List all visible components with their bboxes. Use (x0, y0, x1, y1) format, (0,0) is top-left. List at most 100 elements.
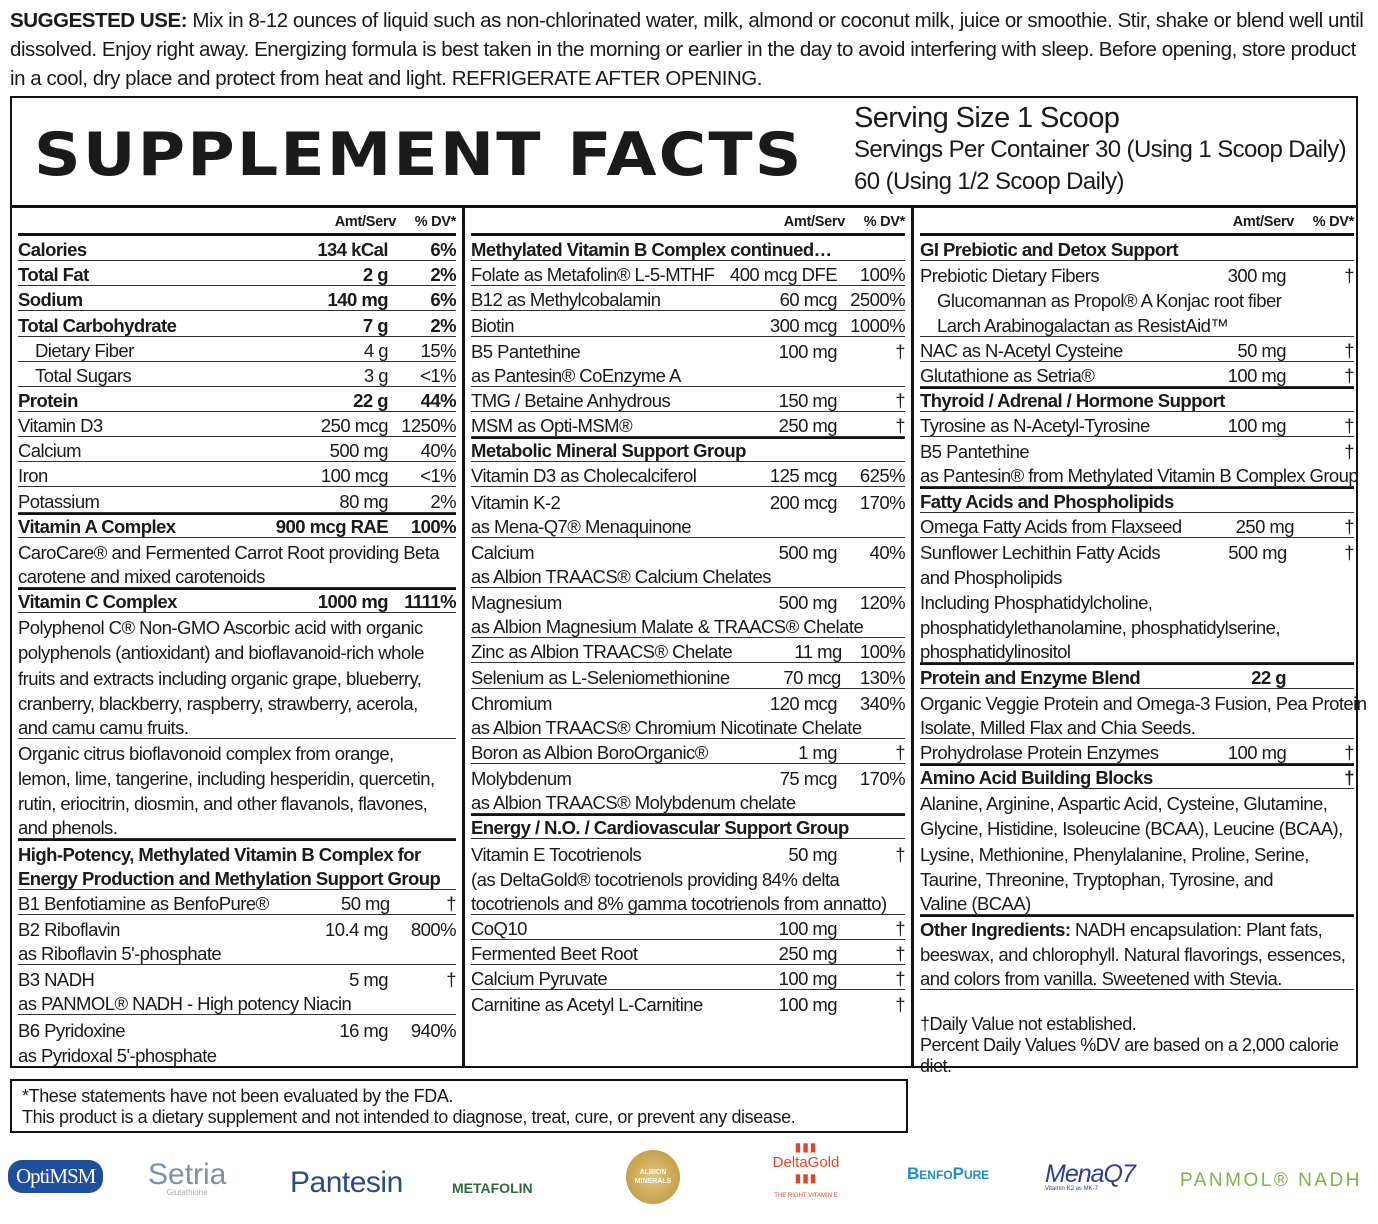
nutrient-label: Glutathione as Setria® (920, 365, 1158, 386)
nutrient-label: GI Prebiotic and Detox Support (920, 239, 1179, 260)
daily-value: 800% (410, 918, 457, 940)
label-text: Vitamin D3 as Cholecalciferol (471, 465, 697, 487)
amount-per-serving: 134 kCal (317, 239, 388, 261)
daily-value: 170% (859, 491, 906, 513)
footnote-line-2: Percent Daily Values %DV are based on a … (920, 1035, 1339, 1076)
nutrient-label: Chromium (471, 693, 719, 714)
facts-column-2: Amt/Serv % DV* Methylated Vitamin B Comple… (462, 208, 911, 1066)
amt-serv-header: Amt/Serv (334, 214, 397, 230)
nutrient-label: Taurine, Threonine, Tryptophan, Tyrosine… (920, 869, 1274, 890)
nutrient-label: B3 NADH (18, 969, 264, 990)
dv-header: % DV* (863, 214, 906, 230)
logo-setria-name: Setria (148, 1158, 227, 1191)
table-row: Calcium 500 mg 40% (18, 437, 457, 463)
nutrient-label: and colors from vanilla. Sweetened with … (920, 968, 1282, 989)
nutrient-label: Sunflower Lechithin Fatty Acids (920, 542, 1161, 563)
nutrient-label: NAC as N-Acetyl Cysteine (920, 340, 1158, 361)
table-row: Fatty Acids and Phospholipids (920, 487, 1354, 513)
table-row: Fermented Beet Root 250 mg † (471, 940, 906, 966)
amount-per-serving: 140 mg (327, 289, 389, 311)
nutrient-label: CaroCare® and Fermented Carrot Root prov… (18, 542, 440, 563)
label-text: phosphatidylinositol (920, 641, 1071, 663)
dv-header: % DV* (414, 214, 457, 230)
label-text: beeswax, and chlorophyll. Natural flavor… (920, 944, 1346, 966)
label-text: Glutathione as Setria® (920, 364, 1095, 386)
nutrient-label: phosphatidylinositol (920, 641, 1158, 662)
table-row: Sunflower Lechithin Fatty Acids 500 mg † (920, 538, 1355, 563)
table-row: Vitamin D3 250 mcg 1250% (18, 412, 457, 438)
label-text: as Albion TRAACS® Calcium Chelates (471, 565, 772, 587)
amt-serv-header: Amt/Serv (1232, 214, 1295, 230)
column-header: Amt/Serv % DV* (920, 208, 1354, 236)
amount-per-serving: 7 g (362, 314, 389, 336)
amt-serv-header: Amt/Serv (783, 214, 846, 230)
table-row: Amino Acid Building Blocks † (920, 763, 1355, 790)
table-row: Glucomannan as Propol® A Konjac root fib… (920, 286, 1354, 311)
amount-per-serving: 150 mg (778, 389, 838, 411)
label-text: Alanine, Arginine, Aspartic Acid, Cystei… (920, 793, 1328, 815)
amount-per-serving: 50 mg (1237, 339, 1286, 361)
table-row: Energy Production and Methylation Suppor… (18, 865, 456, 890)
nutrient-label: Dietary Fiber (18, 340, 264, 361)
table-row: Including Phosphatidylcholine, (920, 588, 1354, 613)
amount-per-serving: 100 mg (778, 340, 838, 362)
nutrient-label: Tyrosine as N-Acetyl-Tyrosine (920, 415, 1158, 436)
table-row: cranberry, blackberry, raspberry, strawb… (18, 689, 456, 714)
table-row: as PANMOL® NADH - High potency Niacin (18, 990, 456, 1016)
label-text: Calcium Pyruvate (471, 968, 608, 990)
nutrient-label: Vitamin C Complex (18, 591, 264, 612)
serving-size: Serving Size 1 Scoop (854, 102, 1120, 134)
nutrient-label: Vitamin A Complex (18, 516, 264, 537)
facts-column-1: Amt/Serv% DV* Calories 134 kCal 6% Total Fat… (12, 208, 462, 1066)
label-text: Selenium as L-Seleniomethionine (471, 666, 730, 688)
fda-line-2: This product is a dietary supplement and… (22, 1107, 796, 1127)
footnote-line-1: †Daily Value not established. (920, 1014, 1137, 1034)
nutrient-label: B5 Pantethine (471, 341, 719, 362)
nutrient-label: Total Sugars (18, 365, 264, 386)
amount-per-serving: 22 g (353, 389, 388, 411)
label-text: and phenols. (18, 817, 118, 839)
amount-per-serving: 100 mg (778, 968, 838, 990)
label-text: Vitamin C Complex (18, 591, 177, 613)
label-text: polyphenols (antioxidant) and bioflavano… (18, 642, 424, 664)
label-text: B3 NADH (18, 969, 95, 991)
amount-per-serving: 300 mg (1227, 265, 1287, 287)
nutrient-label: (as DeltaGold® tocotrienols providing 84… (471, 869, 840, 890)
page-title: SUPPLEMENT FACTS (34, 120, 804, 190)
daily-value: 120% (859, 592, 906, 614)
label-text: Fermented Beet Root (471, 943, 638, 965)
logo-panmol-nadh: PANMOL® NADH (1180, 1170, 1362, 1191)
table-row: Isolate, Milled Flax and Chia Seeds. (920, 714, 1354, 739)
label-text: Carnitine as Acetyl L-Carnitine (471, 994, 703, 1016)
amount-per-serving: 100 mcg (320, 465, 389, 487)
logo-menaq7-name: MenaQ7 (1045, 1160, 1136, 1188)
daily-value: 40% (420, 440, 457, 462)
label-text: fruits and extracts including organic gr… (18, 667, 422, 689)
label-text: as Mena-Q7® Menaquinone (471, 515, 692, 537)
nutrient-label: B6 Pyridoxine (18, 1020, 264, 1041)
nutrient-label: Omega Fatty Acids from Flaxseed (920, 516, 1182, 537)
amount-per-serving: 75 mcg (779, 768, 838, 790)
amount-per-serving: 1 mg (798, 741, 837, 763)
table-row: Organic Veggie Protein and Omega-3 Fusio… (920, 689, 1367, 714)
table-row: polyphenols (antioxidant) and bioflavano… (18, 638, 456, 663)
table-row: and phenols. (18, 814, 456, 840)
amount-per-serving: 50 mg (788, 843, 837, 865)
nutrient-label: polyphenols (antioxidant) and bioflavano… (18, 642, 424, 663)
label-text: Folate as Metafolin® L-5-MTHF (471, 264, 715, 286)
table-row: Vitamin E Tocotrienols 50 mg † (471, 839, 906, 865)
nutrient-label: Energy / N.O. / Cardiovascular Support G… (471, 817, 849, 838)
table-row: Vitamin C Complex 1000 mg 1111% (18, 587, 457, 614)
nutrient-label: as Albion TRAACS® Molybdenum chelate (471, 792, 796, 813)
amount-per-serving: 250 mcg (320, 415, 389, 437)
label-text: tocotrienols and 8% gamma tocotrienols f… (471, 892, 887, 914)
facts-table: Amt/Serv% DV* Calories 134 kCal 6% Total Fat… (10, 205, 1367, 1076)
table-row: GI Prebiotic and Detox Support (920, 236, 1354, 262)
amount-per-serving: 5 mg (349, 969, 388, 991)
amount-per-serving: 250 mg (778, 943, 838, 965)
nutrient-label: Boron as Albion BoroOrganic® (471, 742, 719, 763)
daily-value: 625% (859, 465, 906, 487)
label-text: Lysine, Methionine, Phenylalanine, Proli… (920, 843, 1309, 865)
nutrient-label: Prohydrolase Protein Enzymes (920, 742, 1159, 763)
nutrient-label: lemon, lime, tangerine, including hesper… (18, 768, 435, 789)
